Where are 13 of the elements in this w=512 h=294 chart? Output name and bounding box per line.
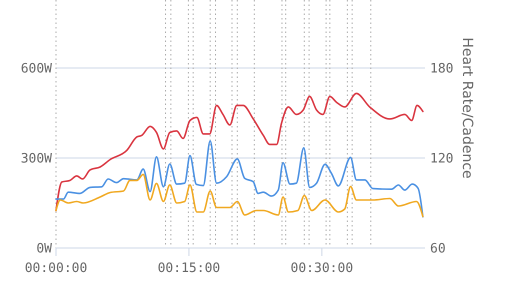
y-tick-label: 600W: [20, 62, 52, 77]
y-tick-label: 0W: [36, 242, 52, 257]
y-tick-label: 300W: [20, 152, 52, 167]
y2-tick-label: 60: [430, 242, 446, 257]
y2-tick-label: 120: [430, 152, 454, 167]
y2-tick-label: 180: [430, 62, 454, 77]
line-series: [55, 140, 424, 218]
x-tick-label: 00:30:00: [290, 261, 354, 276]
x-tick-label: 00:15:00: [158, 261, 220, 276]
y2-axis-title: Heart Rate/Cadence: [459, 37, 476, 179]
line-series: [55, 92, 424, 212]
x-tick-label: 00:00:00: [24, 261, 88, 276]
line-series: [55, 174, 424, 218]
